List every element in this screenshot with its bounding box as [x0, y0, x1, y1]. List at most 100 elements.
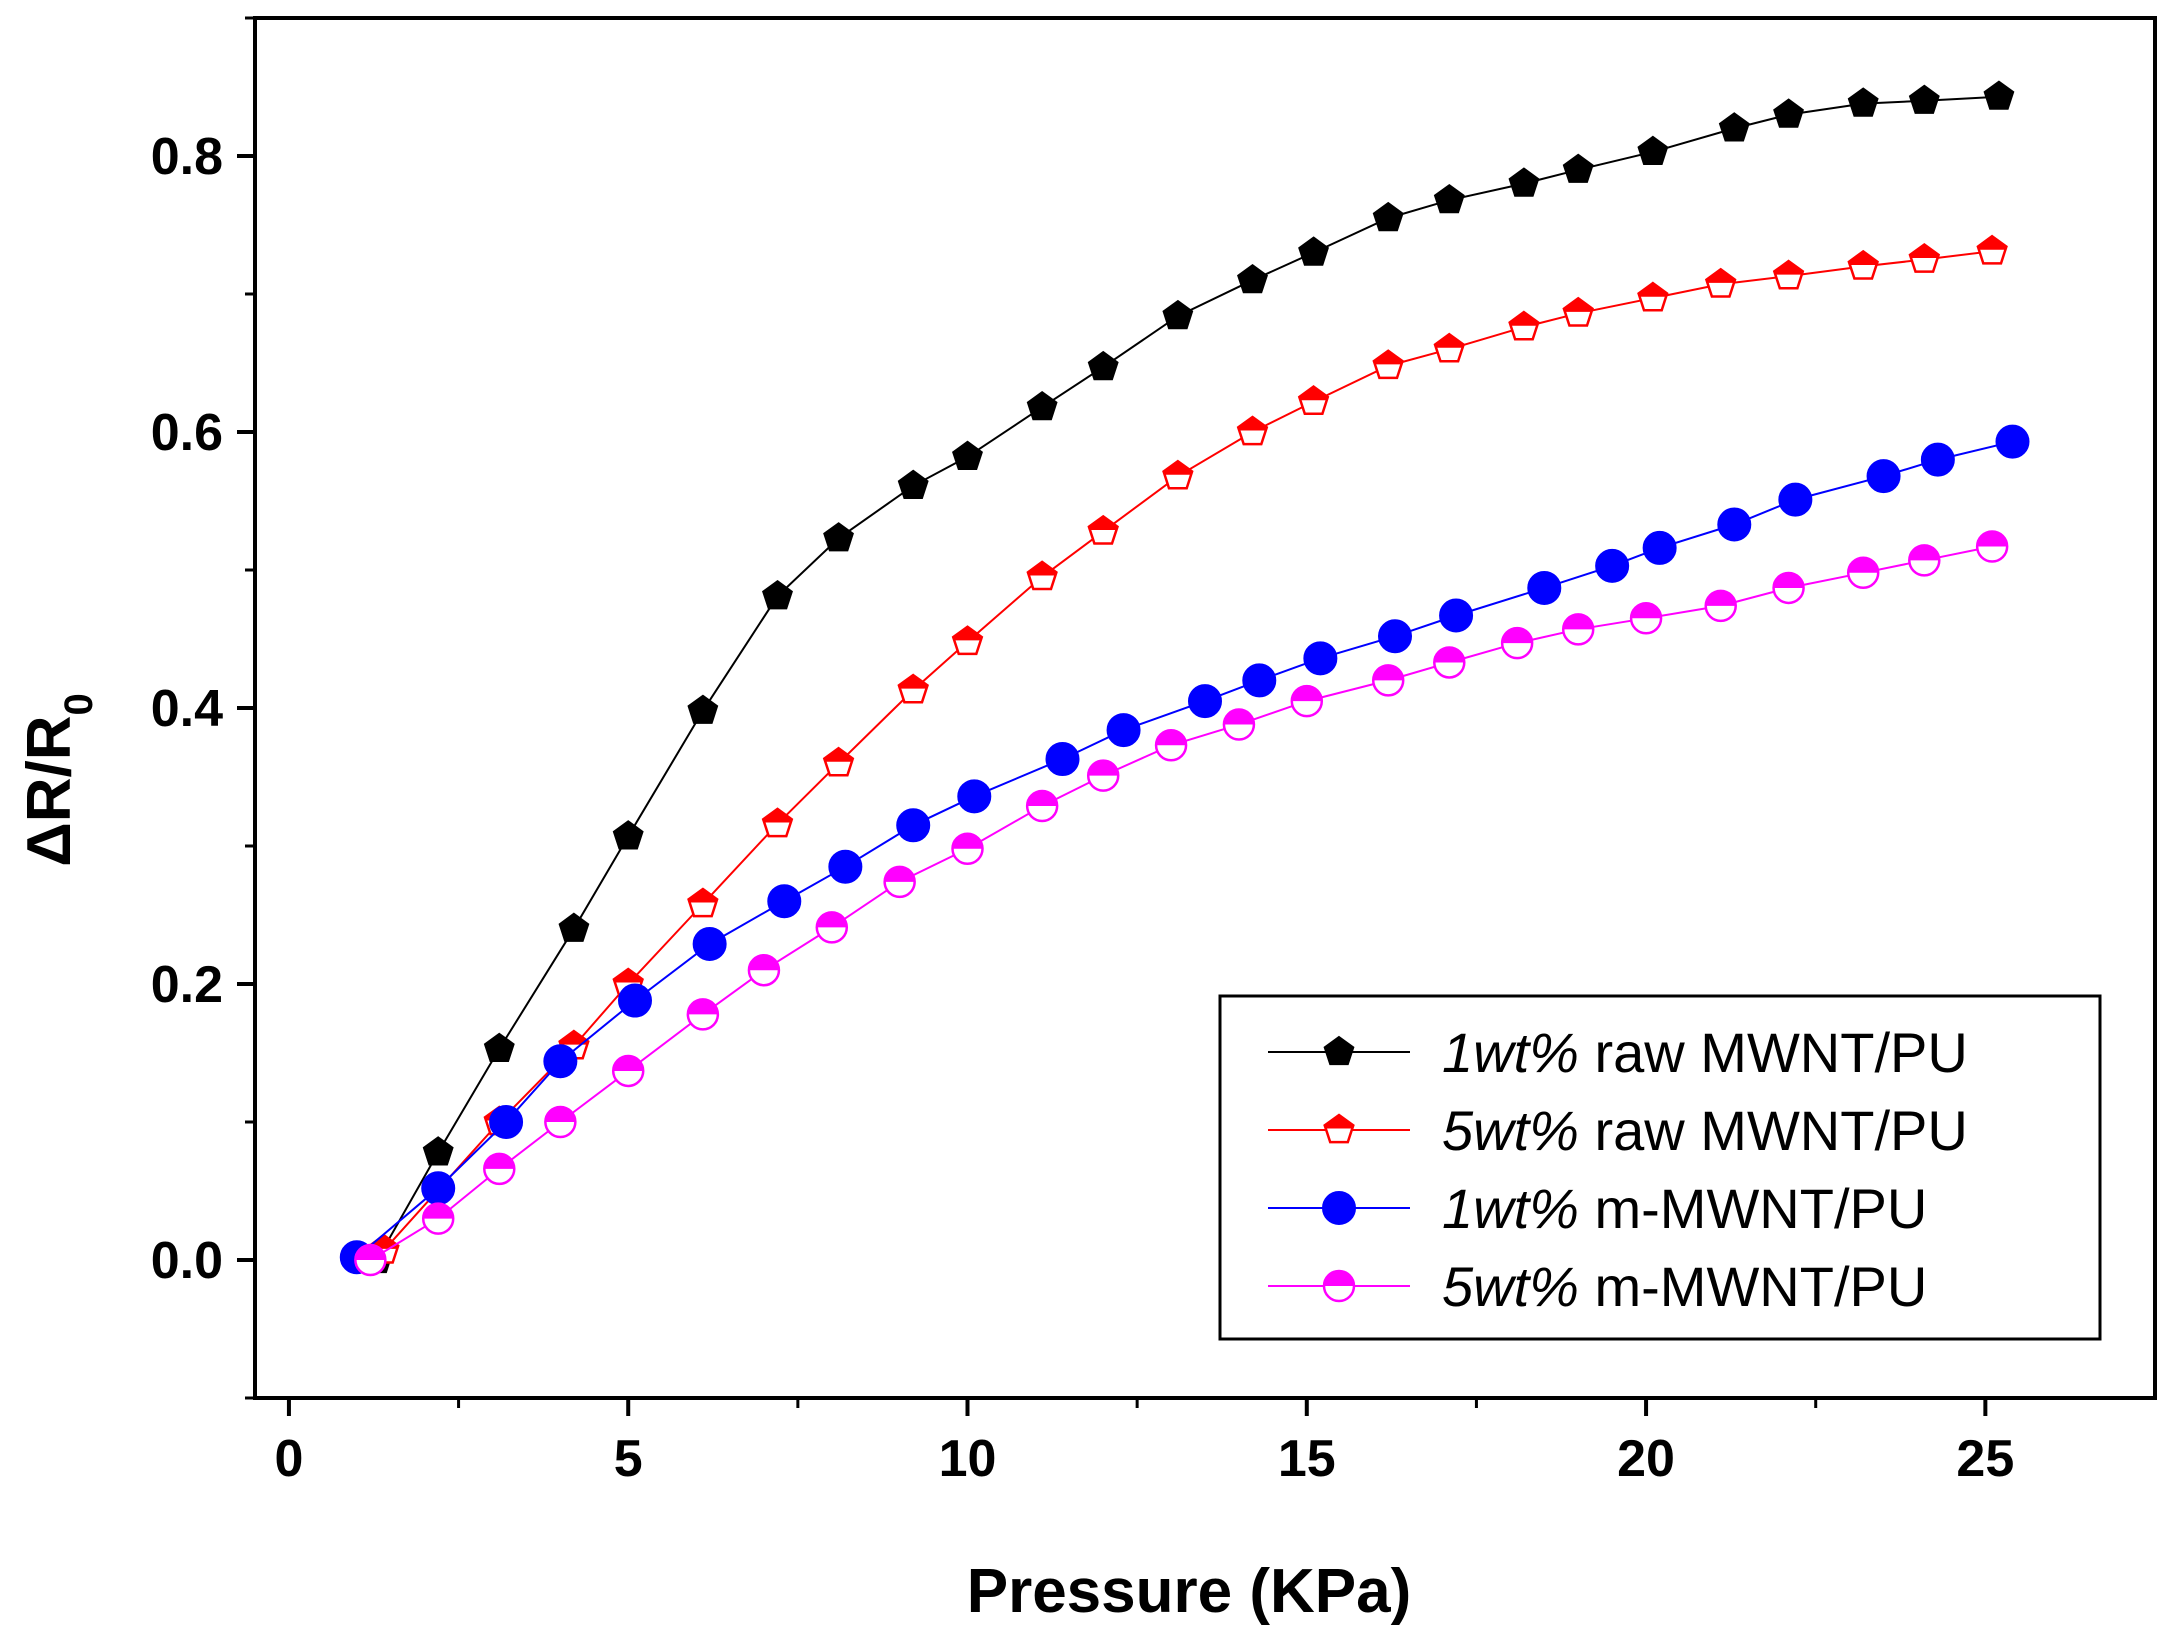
data-point-marker	[1087, 350, 1119, 381]
x-tick-label: 15	[1278, 1430, 1336, 1488]
y-tick-label: 0.0	[151, 1232, 223, 1290]
data-point-marker	[762, 579, 793, 610]
legend-entry: 1wt% raw MWNT/PU	[1268, 1021, 1968, 1084]
data-point-marker	[1087, 514, 1119, 545]
data-point-marker	[1778, 482, 1813, 517]
data-point-marker	[1976, 234, 2008, 265]
marker-shape	[1595, 548, 1630, 583]
marker-shape	[1718, 112, 1750, 142]
data-point-marker	[611, 1054, 645, 1088]
legend-label-concentration: 5wt%	[1442, 1099, 1579, 1162]
marker-fill	[1373, 350, 1403, 365]
data-point-marker	[1527, 570, 1562, 605]
marker-fill	[1088, 760, 1119, 776]
data-point-marker	[1378, 619, 1412, 654]
data-point-marker	[822, 746, 855, 777]
marker-fill	[1773, 572, 1804, 588]
data-point-marker	[1323, 1113, 1355, 1144]
data-point-marker	[1188, 684, 1222, 719]
data-point-marker	[558, 912, 590, 942]
data-point-marker	[1162, 299, 1194, 330]
marker-fill	[1638, 283, 1668, 297]
data-point-marker	[1562, 153, 1594, 183]
marker-fill	[1027, 561, 1057, 576]
marker-shape	[1866, 459, 1901, 494]
marker-shape	[421, 1171, 456, 1206]
data-point-marker	[1298, 236, 1329, 266]
legend-label-material: m-MWNT/PU	[1579, 1177, 1927, 1240]
data-point-marker	[1704, 267, 1737, 298]
data-point-marker	[828, 849, 863, 884]
marker-fill	[559, 1031, 589, 1045]
data-point-marker	[897, 673, 929, 704]
marker-fill	[1163, 461, 1193, 475]
data-point-marker	[1772, 259, 1805, 290]
marker-shape	[1983, 80, 2015, 110]
marker-fill	[1977, 531, 2008, 547]
marker-shape	[422, 1136, 454, 1166]
marker-fill	[1502, 628, 1533, 644]
marker-shape	[1026, 390, 1058, 421]
legend-label: 5wt% m-MWNT/PU	[1442, 1255, 1927, 1318]
marker-shape	[692, 926, 727, 961]
marker-shape	[1378, 619, 1412, 654]
marker-fill	[1563, 298, 1593, 312]
data-point-marker	[1908, 242, 1941, 273]
data-point-marker	[1561, 613, 1595, 646]
marker-fill	[545, 1107, 576, 1122]
marker-shape	[1637, 135, 1669, 165]
marker-shape	[1045, 742, 1080, 777]
data-point-marker	[1920, 442, 1955, 477]
series-group	[339, 80, 2030, 1277]
marker-fill	[1910, 244, 1939, 259]
marker-shape	[952, 440, 983, 470]
legend-entry: 5wt% m-MWNT/PU	[1268, 1255, 1927, 1318]
data-point-marker	[1323, 1035, 1355, 1066]
marker-shape	[1162, 299, 1194, 330]
marker-fill	[1088, 516, 1118, 530]
marker-fill	[423, 1203, 454, 1219]
marker-fill	[1027, 790, 1058, 806]
data-point-marker	[687, 694, 719, 724]
marker-fill	[824, 748, 853, 762]
marker-shape	[1372, 201, 1404, 232]
marker-fill	[484, 1153, 515, 1169]
marker-shape	[1322, 1191, 1356, 1225]
data-point-marker	[1847, 87, 1879, 117]
x-tick-label: 0	[274, 1430, 303, 1488]
data-point-marker	[1303, 641, 1338, 676]
data-point-marker	[618, 983, 652, 1018]
data-point-marker	[957, 779, 992, 814]
marker-shape	[1433, 183, 1465, 214]
legend-label-concentration: 5wt%	[1442, 1255, 1579, 1318]
y-axis: 0.0 0.2 0.4 0.6 0.8	[151, 16, 255, 1400]
data-point-marker	[1975, 530, 2009, 563]
marker-shape	[767, 884, 802, 919]
y-tick-label: 0.2	[151, 956, 223, 1014]
data-point-marker	[1642, 530, 1677, 565]
data-point-marker	[687, 887, 719, 918]
data-point-marker	[1908, 544, 1941, 577]
marker-fill	[613, 969, 643, 983]
marker-fill	[1223, 709, 1254, 725]
marker-shape	[543, 1044, 578, 1079]
marker-shape	[1106, 713, 1141, 748]
data-point-marker	[483, 1152, 516, 1186]
data-point-marker	[421, 1202, 455, 1235]
marker-fill	[1563, 614, 1594, 630]
marker-fill	[1238, 417, 1267, 431]
marker-fill	[355, 1245, 386, 1260]
marker-fill	[1705, 590, 1736, 606]
data-point-marker	[747, 953, 781, 987]
data-point-marker	[1866, 459, 1901, 494]
data-point-marker	[1322, 1191, 1356, 1225]
legend-label: 5wt% raw MWNT/PU	[1442, 1099, 1968, 1162]
data-point-marker	[1718, 112, 1750, 142]
marker-fill	[1324, 1271, 1354, 1286]
legend-label-material: m-MWNT/PU	[1579, 1255, 1927, 1318]
data-point-marker	[951, 625, 984, 656]
data-point-marker	[1704, 589, 1737, 623]
marker-fill	[763, 808, 792, 823]
marker-fill	[816, 912, 847, 928]
y-axis-title-subscript: 0	[57, 693, 101, 715]
